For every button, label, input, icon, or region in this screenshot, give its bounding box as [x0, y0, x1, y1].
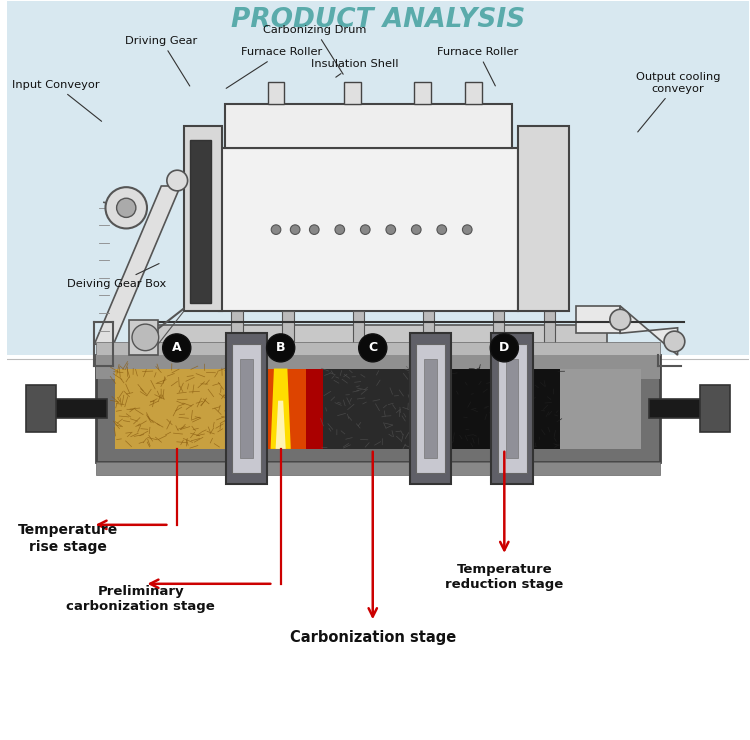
Bar [649, 399, 716, 418]
Bar [416, 344, 446, 473]
Bar [96, 342, 660, 355]
Circle shape [358, 334, 387, 362]
Text: B: B [276, 341, 286, 354]
Bar [575, 306, 620, 333]
Text: Carbonization stage: Carbonization stage [290, 630, 456, 645]
Circle shape [386, 225, 395, 235]
Bar [506, 359, 518, 459]
Text: Furnace Roller: Furnace Roller [226, 47, 322, 88]
Text: Furnace Roller: Furnace Roller [437, 47, 519, 86]
Polygon shape [477, 344, 508, 362]
Bar [423, 312, 434, 344]
Bar [219, 148, 518, 312]
Circle shape [664, 331, 685, 352]
Circle shape [106, 187, 147, 229]
Polygon shape [241, 344, 273, 362]
Bar [130, 320, 158, 355]
Text: Temperature
reduction stage: Temperature reduction stage [446, 563, 563, 591]
Circle shape [437, 225, 446, 235]
Bar [8, 1, 748, 355]
Bar [148, 344, 608, 360]
Text: Carbonizing Drum: Carbonizing Drum [263, 24, 367, 74]
Bar [96, 355, 660, 462]
Bar [700, 386, 730, 432]
Bar [424, 359, 436, 459]
Bar [449, 369, 560, 449]
Text: PRODUCT ANALYSIS: PRODUCT ANALYSIS [231, 7, 525, 33]
Bar [115, 369, 238, 449]
Text: D: D [500, 341, 509, 354]
Polygon shape [271, 369, 291, 449]
Bar [8, 355, 748, 739]
Bar [544, 312, 555, 344]
Bar [232, 312, 243, 344]
Circle shape [290, 225, 300, 235]
Bar [466, 82, 482, 104]
Text: Temperature
rise stage: Temperature rise stage [18, 523, 118, 554]
Bar [240, 359, 253, 459]
Bar [423, 369, 449, 449]
Bar [352, 312, 364, 344]
Bar [96, 462, 660, 475]
Bar [40, 399, 107, 418]
Bar [256, 369, 306, 449]
Circle shape [335, 225, 344, 235]
Bar [415, 82, 430, 104]
Bar [148, 325, 608, 344]
Text: Insulation Shell: Insulation Shell [310, 59, 398, 77]
Bar [491, 333, 533, 484]
Bar [190, 140, 211, 303]
Bar [498, 344, 526, 473]
Polygon shape [275, 400, 286, 449]
Polygon shape [620, 306, 677, 355]
Circle shape [166, 170, 188, 191]
Circle shape [132, 324, 159, 351]
Circle shape [463, 225, 472, 235]
Circle shape [116, 198, 136, 218]
Text: A: A [172, 341, 182, 354]
Bar [322, 369, 423, 449]
Circle shape [163, 334, 190, 362]
Bar [226, 333, 267, 484]
Circle shape [310, 225, 319, 235]
Polygon shape [94, 186, 181, 344]
Bar [225, 104, 512, 148]
Bar [115, 369, 641, 449]
Bar [344, 82, 361, 104]
Circle shape [610, 309, 631, 330]
Circle shape [412, 225, 421, 235]
Circle shape [266, 334, 295, 362]
Circle shape [361, 225, 370, 235]
Circle shape [490, 334, 518, 362]
Bar [184, 126, 222, 312]
Bar [518, 126, 569, 312]
Text: Deiving Gear Box: Deiving Gear Box [68, 263, 166, 289]
Bar [26, 386, 56, 432]
Text: C: C [368, 341, 377, 354]
Text: Driving Gear: Driving Gear [125, 36, 198, 86]
Bar [410, 333, 452, 484]
Polygon shape [362, 344, 394, 362]
Bar [232, 344, 261, 473]
Bar [283, 312, 294, 344]
Bar [238, 369, 322, 449]
Circle shape [272, 225, 280, 235]
Text: Output cooling
conveyor: Output cooling conveyor [636, 72, 721, 132]
Bar [493, 312, 504, 344]
Text: Preliminary
carbonization stage: Preliminary carbonization stage [67, 585, 215, 613]
Bar [96, 355, 660, 379]
Bar [268, 82, 284, 104]
Text: Input Conveyor: Input Conveyor [12, 80, 101, 121]
